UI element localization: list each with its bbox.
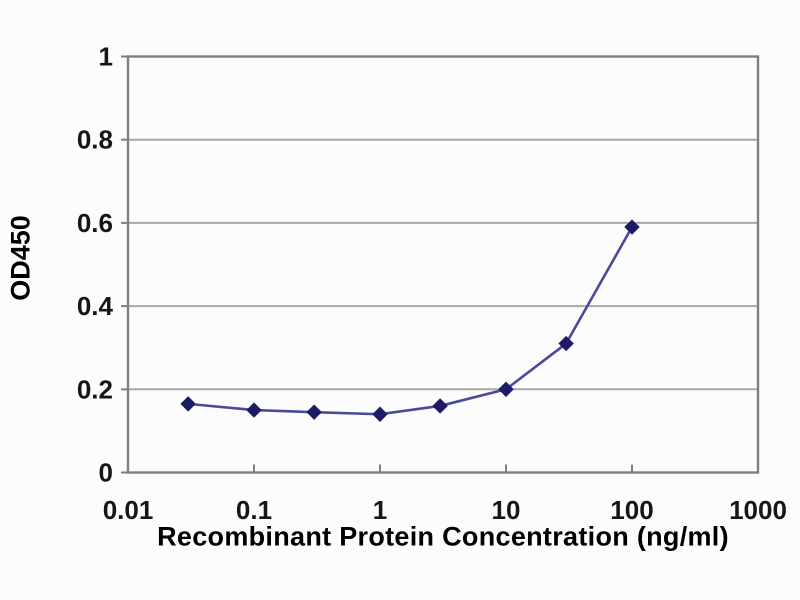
y-axis-title: OD450 (5, 215, 36, 301)
y-tick-label: 1 (99, 42, 113, 72)
x-tick-label: 1 (373, 495, 387, 525)
y-tick-label: 0.4 (77, 291, 114, 321)
y-tick-label: 0.2 (77, 374, 113, 404)
data-point-marker (498, 381, 514, 398)
data-point-marker (306, 404, 322, 420)
data-point-marker (246, 402, 262, 418)
x-tick-label: 100 (610, 495, 653, 525)
x-tick-label: 1000 (729, 495, 787, 525)
plot-border (126, 55, 760, 474)
y-tick-label: 0.8 (77, 125, 113, 155)
data-point-marker (180, 396, 196, 412)
series-line (186, 225, 634, 416)
data-point-marker (624, 219, 640, 235)
data-point-marker (558, 335, 574, 352)
x-tick-label: 10 (492, 495, 521, 525)
x-tick-label: 0.01 (103, 495, 154, 525)
data-point-marker (372, 406, 388, 422)
y-tick-label: 0 (99, 458, 113, 488)
y-tick-label: 0.6 (77, 208, 113, 238)
data-point-marker (432, 398, 448, 414)
x-tick-label: 0.1 (236, 495, 272, 525)
x-axis-title: Recombinant Protein Concentration (ng/ml… (157, 521, 729, 552)
